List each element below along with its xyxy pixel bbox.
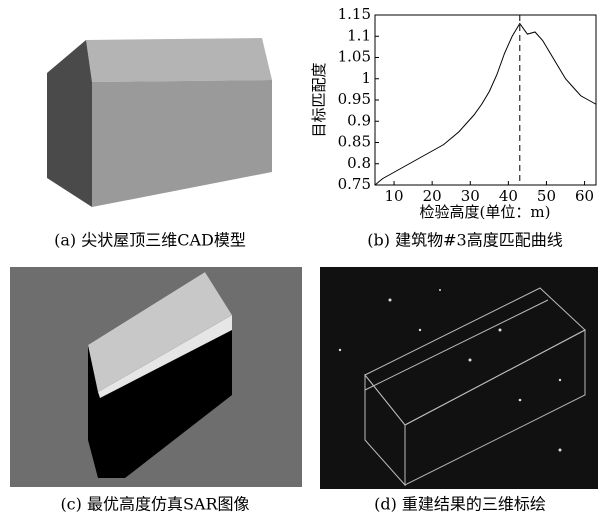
x-tick-label: 40 bbox=[499, 187, 518, 205]
x-tick-label: 20 bbox=[423, 187, 442, 205]
side-face bbox=[92, 80, 272, 207]
caption: (a) 尖状屋顶三维CAD模型 bbox=[54, 231, 246, 250]
y-tick-label: 1.1 bbox=[347, 26, 371, 44]
caption: (b) 建筑物#3高度匹配曲线 bbox=[367, 231, 562, 250]
x-tick-label: 50 bbox=[537, 187, 556, 205]
y-tick-label: 0.9 bbox=[347, 111, 371, 129]
y-tick-label: 0.8 bbox=[347, 154, 371, 172]
y-axis-label: 目标匹配度 bbox=[310, 62, 328, 137]
page: {"captions": {"a": "(a) 尖状屋顶三维CAD模型", "b… bbox=[0, 0, 610, 519]
x-tick-label: 60 bbox=[575, 187, 594, 205]
y-tick-label: 0.85 bbox=[338, 133, 371, 151]
x-axis-label: 检验高度(单位：m) bbox=[420, 203, 551, 221]
x-tick-label: 30 bbox=[461, 187, 480, 205]
x-tick-label: 10 bbox=[385, 187, 404, 205]
y-tick-label: 1.15 bbox=[338, 5, 371, 23]
sar-image bbox=[320, 267, 598, 489]
caption: (d) 重建结果的三维标绘 bbox=[374, 495, 546, 514]
caption: (c) 最优高度仿真SAR图像 bbox=[60, 495, 249, 514]
roof bbox=[86, 38, 272, 82]
line bbox=[375, 24, 596, 186]
gable-face bbox=[47, 40, 92, 207]
y-tick-label: 1.05 bbox=[338, 48, 371, 66]
y-tick-label: 0.75 bbox=[338, 175, 371, 193]
y-tick-label: 0.95 bbox=[338, 90, 371, 108]
y-tick-label: 1 bbox=[361, 69, 371, 87]
plot-frame bbox=[375, 15, 596, 185]
figure: (a) 尖状屋顶三维CAD模型 (b) 建筑物#3高度匹配曲线 (c) 最优高度… bbox=[0, 0, 610, 519]
